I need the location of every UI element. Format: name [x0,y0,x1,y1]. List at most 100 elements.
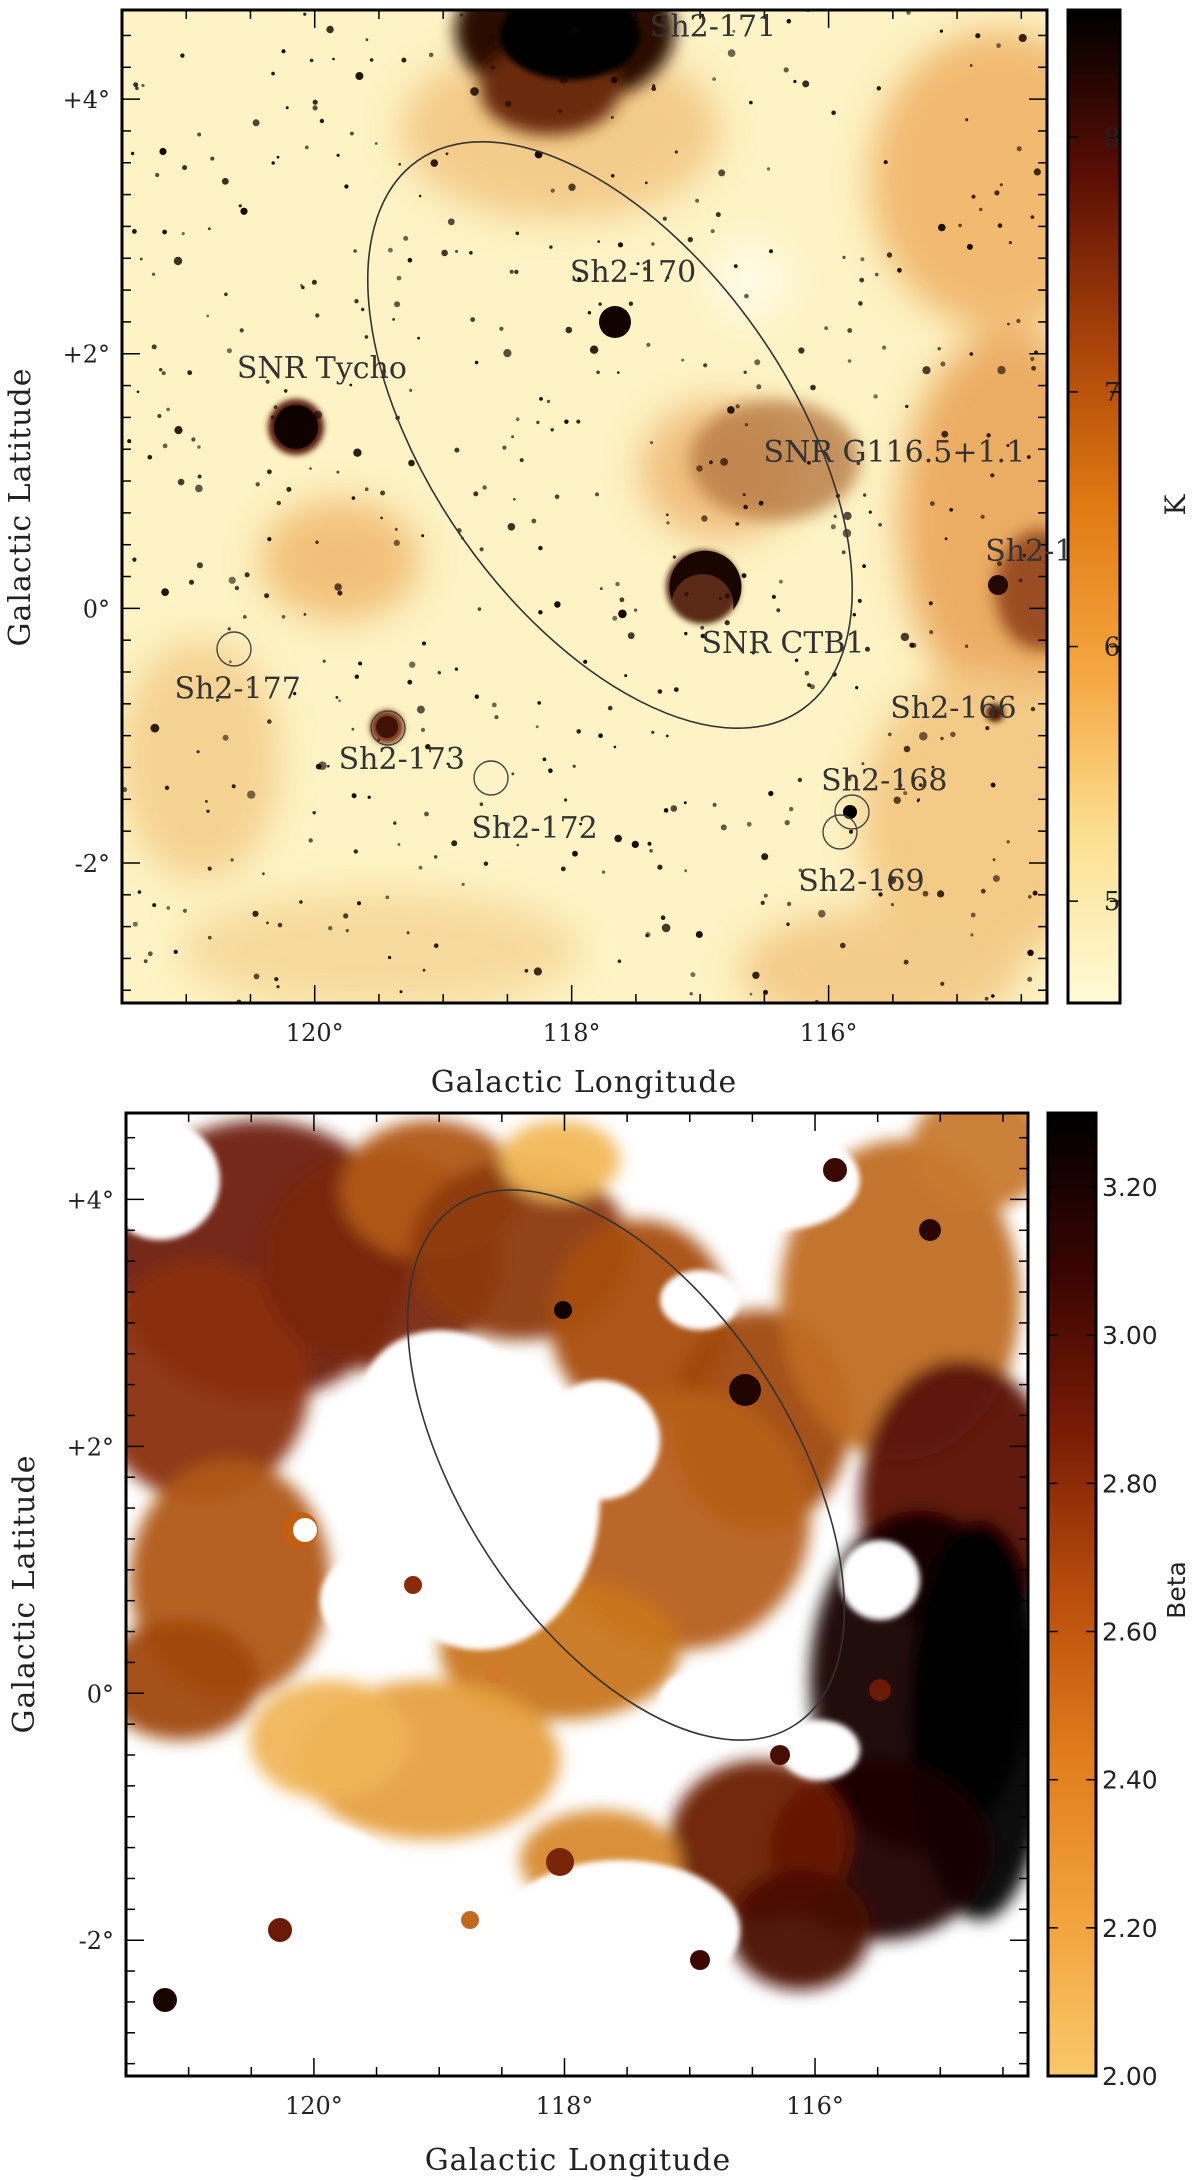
star-point [890,903,895,907]
colorbar-tick-label: 6 [1104,633,1121,663]
star-point [824,326,828,330]
top-colorbar-ticks: 8 7 6 5 [1068,123,1120,917]
star-point [970,912,976,918]
star-point [735,404,740,409]
star-point [918,783,923,787]
star-point [610,174,615,178]
star-point [401,57,407,63]
star-point [673,687,679,692]
bottom-axis-ticks: 120° 118° 116° +4° +2° 0° -2° [67,1113,1028,2120]
source-label: SNR G116.5+1.1 [764,435,1026,470]
star-point [994,190,1000,196]
star-point [684,631,688,636]
star-point [909,642,915,648]
star-point [937,890,945,898]
star-point [758,500,764,506]
star-point [700,633,706,639]
star-point [979,207,983,212]
bottom-panel-beta-map: 120° 118° 116° +4° +2° 0° -2° 3.20 3.00 2.80 2.60… [7,1111,1191,2178]
star-point [196,750,200,754]
star-point [262,872,265,876]
star-point [539,397,543,401]
star-point [132,229,137,234]
star-point [720,458,728,466]
star-point [159,368,163,372]
star-point [313,410,323,419]
star-point [364,487,369,492]
star-point [797,777,803,783]
star-point [180,53,185,58]
star-point [903,791,908,796]
star-point [873,394,878,399]
star-point [999,183,1003,187]
star-point [965,118,969,122]
star-point [546,399,551,404]
star-point [564,419,569,424]
star-point [477,607,482,611]
compact-source [484,1663,504,1683]
star-point [985,726,990,731]
star-point [683,801,687,805]
source-label: Sh2-173 [339,742,465,777]
star-point [610,115,614,119]
star-point [538,545,543,551]
star-point [240,207,248,215]
star-point [684,592,689,597]
star-point [513,498,516,501]
star-point [446,762,450,766]
star-point [393,539,400,547]
star-point [491,702,497,708]
star-point [695,931,703,938]
bottom-x-axis-title: Galactic Longitude [425,2143,732,2178]
star-point [657,15,662,20]
star-point [479,802,484,806]
y-tick-label: -2° [75,850,110,878]
star-point [417,336,420,340]
star-point [628,301,634,306]
star-point [226,348,232,354]
star-point [303,12,307,16]
star-point [332,57,335,61]
compact-source [404,1576,422,1594]
star-point [155,172,160,178]
star-point [205,800,208,803]
colorbar-tick-label: 2.40 [1102,1766,1158,1795]
star-point [980,888,986,894]
star-point [424,811,429,817]
star-point [756,384,762,390]
star-point [751,651,755,655]
star-point [293,692,297,696]
star-point [917,798,920,802]
star-point [482,485,487,490]
star-point [715,212,721,218]
star-point [265,379,270,384]
star-point [276,500,281,506]
star-point [337,590,343,596]
star-point [949,507,954,512]
star-point [490,65,496,70]
top-panel-temperature-map: 120° 118° 116° +4° +2° 0° -2° Sh2-171 Sh2-170 SN… [3,8,1192,1100]
colorbar-tick-label: 3.00 [1102,1321,1158,1350]
star-point [741,573,747,579]
source-label: Sh2-170 [570,255,696,290]
star-point [162,443,168,449]
colorbar-tick-label: 7 [1104,378,1121,408]
star-point [554,601,561,608]
star-point [1006,840,1010,844]
star-point [1018,578,1023,583]
star-point [749,992,753,996]
star-point [349,383,353,387]
star-point [863,493,867,497]
star-point [996,561,1002,567]
y-tick-label: 0° [83,595,110,623]
star-point [1030,356,1035,362]
star-point [224,292,228,297]
star-point [878,523,882,527]
star-point [900,632,910,642]
star-point [786,18,792,24]
star-point [312,105,318,111]
star-point [207,935,212,940]
bottom-colorbar-label: Beta [1162,1561,1191,1619]
bottom-plot-frame [124,1111,1030,2078]
star-point [696,465,703,472]
